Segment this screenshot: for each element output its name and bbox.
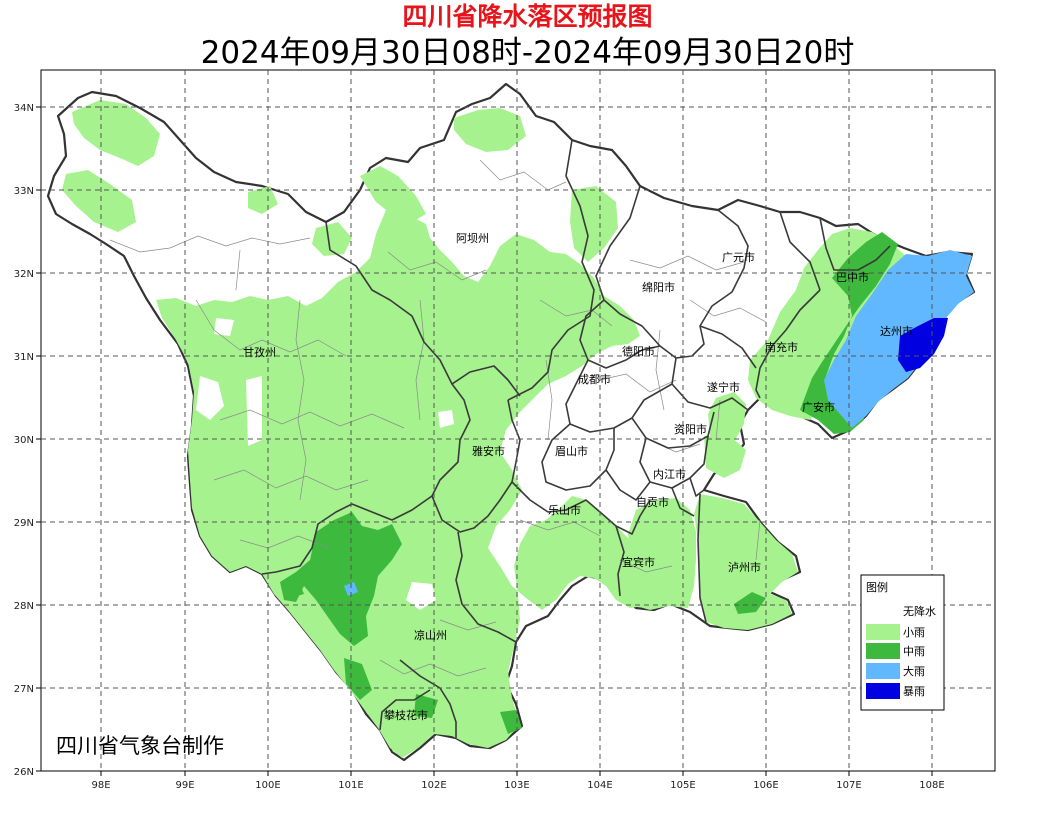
city-label-yaan: 雅安市 [472,444,505,458]
legend-swatch-light [866,624,900,640]
x-tick-label: 98E [91,780,110,791]
city-label-luzhou: 泸州市 [728,560,761,574]
city-label-liangshan: 凉山州 [414,628,447,642]
light-rain-zone-southeast [694,494,798,630]
city-label-ganzi: 甘孜州 [243,345,276,359]
legend-label-heavy: 大雨 [903,664,925,678]
y-tick-label: 34N [14,103,34,114]
prefecture-boundaries [261,139,891,738]
x-tick-label: 107E [836,780,861,791]
legend-label-rainstorm: 暴雨 [903,685,925,698]
heavy-rain-areas [344,250,974,596]
graticule [41,70,995,771]
x-tick-label: 108E [919,780,944,791]
city-label-bazhong: 巴中市 [836,270,869,284]
moderate-rain-zone-west-small [284,580,304,598]
city-labels: 阿坝州 广元市 巴中市 绵阳市 达州市 南充市 德阳市 甘孜州 成都市 遂宁市 … [243,231,913,722]
light-rain-zone-north-patch-2 [62,170,136,232]
dry-pocket [196,376,224,420]
light-rain-zone-north-patch-7 [312,222,352,256]
light-rain-zone-north-patch-3 [248,186,278,214]
heavy-rain-zone-east [824,250,974,428]
city-label-aba: 阿坝州 [456,231,489,245]
city-label-chengdu: 成都市 [578,372,611,386]
y-tick-label: 29N [14,518,34,529]
city-label-dazhou: 达州市 [880,324,913,338]
x-tick-label: 103E [504,780,529,791]
dry-pocket [438,410,454,428]
legend-label-light: 小雨 [903,626,925,639]
x-tick-label: 104E [587,780,612,791]
legend-swatch-rainstorm [866,683,900,699]
city-label-mianyang: 绵阳市 [642,280,675,294]
moderate-rain-zone-east [800,232,898,434]
light-rain-zone-north-patch-4 [360,166,426,222]
moderate-rain-zone-southeast [734,592,766,614]
city-label-guangyuan: 广元市 [722,250,755,264]
x-tick-label: 105E [670,780,695,791]
moderate-rain-zone-southwest [280,512,402,646]
x-tick-label: 100E [255,780,280,791]
dry-pocket [214,318,234,336]
legend-swatch-none [866,603,900,619]
light-rain-zone-west [156,200,652,758]
y-tick-label: 28N [14,601,34,612]
dry-pockets [196,318,454,610]
legend-label-moderate: 中雨 [903,645,925,658]
rainstorm-areas [898,318,948,372]
city-label-suining: 遂宁市 [707,380,740,394]
city-label-ziyang: 资阳市 [674,422,707,436]
map-subtitle: 2024年09月30日08时-2024年09月30日20时 [200,35,855,71]
y-tick-label: 30N [14,435,34,446]
city-label-leshan: 乐山市 [548,503,581,517]
light-rain-zone-north-patch-6 [570,186,618,262]
legend-label-none: 无降水 [903,604,936,618]
dry-pocket [246,376,262,446]
y-tick-label: 33N [14,186,34,197]
city-label-nanchong: 南充市 [765,340,798,354]
legend-swatch-moderate [866,643,900,659]
y-tick-label: 31N [14,352,34,363]
map-title: 四川省降水落区预报图 [402,2,653,31]
city-label-panzhihua: 攀枝花市 [384,708,428,722]
light-rain-zone-north-patch-5 [454,108,526,152]
heavy-rain-zone-southwest [344,582,358,596]
x-tick-label: 101E [338,780,363,791]
rainstorm-zone-east [898,318,948,372]
city-label-neijiang: 内江市 [653,467,686,481]
city-label-deyang: 德阳市 [622,344,655,358]
y-tick-label: 26N [14,767,34,778]
city-label-yibin: 宜宾市 [622,555,655,569]
legend-title: 图例 [866,580,888,594]
moderate-rain-areas [280,232,898,734]
y-tick-label: 27N [14,684,34,695]
x-tick-label: 102E [421,780,446,791]
light-rain-zone-east-dazhou-patch [704,436,746,478]
credit-text: 四川省气象台制作 [56,734,224,758]
city-label-guangan: 广安市 [802,400,835,414]
x-tick-label: 106E [753,780,778,791]
legend: 图例 无降水 小雨 中雨 大雨 暴雨 [860,574,945,711]
city-label-zigong: 自贡市 [636,495,669,509]
y-tick-labels: 34N 33N 32N 31N 30N 29N 28N 27N 26N [14,103,34,778]
dry-pocket [406,582,436,610]
legend-swatch-heavy [866,663,900,679]
city-label-meishan: 眉山市 [555,444,588,458]
county-boundaries [109,159,767,677]
axis-ticks [36,106,933,776]
moderate-rain-zone-south [414,694,438,718]
x-tick-label: 99E [175,780,194,791]
x-tick-labels: 98E 99E 100E 101E 102E 103E 104E 105E 10… [91,780,944,791]
light-rain-zone-north-patch [72,100,160,166]
y-tick-label: 32N [14,269,34,280]
light-rain-zone-south-central [628,498,696,610]
